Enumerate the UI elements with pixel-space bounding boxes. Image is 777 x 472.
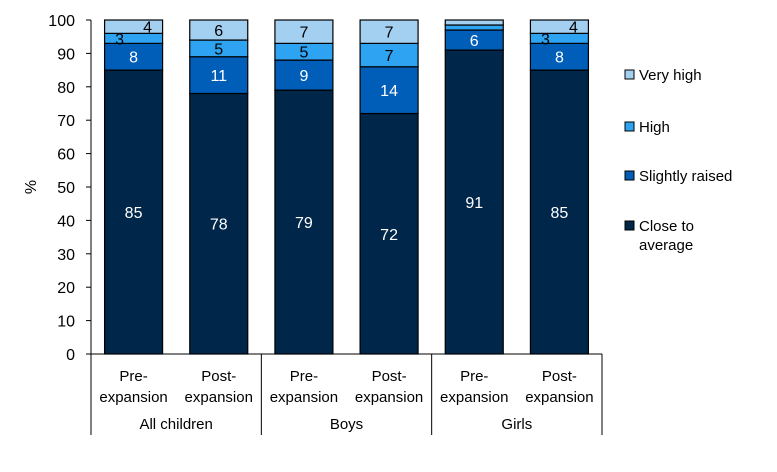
data-label: 7 — [385, 25, 394, 42]
data-label: 5 — [299, 45, 308, 62]
legend-label: Very high — [639, 67, 702, 84]
x-group-label: All children — [139, 416, 212, 433]
y-tick-label: 30 — [57, 247, 75, 264]
data-label: 8 — [129, 50, 138, 67]
bar-segment-very-high — [103, 19, 164, 34]
y-tick-label: 20 — [57, 280, 75, 297]
legend-swatch — [624, 121, 635, 132]
legend-swatch — [624, 220, 635, 231]
data-label: 79 — [295, 215, 313, 232]
data-label: 11 — [210, 68, 227, 85]
x-category-label: expansion — [355, 389, 423, 406]
y-tick-label: 60 — [57, 147, 75, 164]
data-label: 8 — [555, 50, 564, 67]
bar-segment-close-to-average — [189, 92, 249, 355]
x-category-label: expansion — [525, 389, 593, 406]
legend-label: average — [639, 237, 693, 254]
y-axis-title: % — [23, 180, 40, 194]
x-category-label: Post- — [372, 368, 407, 385]
data-label: 3 — [541, 31, 550, 48]
bar-segment-close-to-average — [529, 69, 590, 355]
bar-segment-high — [444, 24, 504, 31]
legend-label: High — [639, 119, 670, 136]
bar-segment-close-to-average — [274, 89, 334, 355]
bar-segment-close-to-average — [103, 69, 164, 355]
x-category-label: Post- — [542, 368, 577, 385]
bar-segment-slightly-raised — [103, 42, 164, 71]
y-tick-label: 10 — [57, 314, 75, 331]
x-group-label: Boys — [330, 416, 363, 433]
x-category-label: Pre- — [460, 368, 488, 385]
data-label: 14 — [380, 83, 398, 100]
x-category-label: Post- — [201, 368, 236, 385]
y-tick-label: 70 — [57, 113, 75, 130]
bar-segment-very-high — [529, 19, 590, 34]
data-label: 6 — [214, 23, 223, 40]
x-category-label: Pre- — [290, 368, 318, 385]
bar-segment-very-high — [444, 19, 504, 26]
y-tick-label: 0 — [66, 347, 75, 364]
bar-segment-very-high — [274, 19, 334, 44]
data-label: 4 — [143, 20, 152, 37]
data-label: 9 — [299, 68, 308, 85]
y-tick-label: 40 — [57, 213, 75, 230]
data-label: 6 — [470, 33, 479, 50]
legend-swatch — [624, 170, 635, 181]
data-label: 3 — [115, 31, 124, 48]
x-category-label: expansion — [440, 389, 508, 406]
bar-segment-very-high — [189, 19, 249, 41]
data-label: 85 — [551, 205, 569, 222]
bar-segment-slightly-raised — [189, 56, 249, 95]
x-category-label: expansion — [185, 389, 253, 406]
bar-segment-slightly-raised — [274, 59, 334, 91]
y-tick-label: 80 — [57, 80, 75, 97]
y-tick-label: 100 — [48, 13, 75, 30]
bar-segment-close-to-average — [444, 49, 504, 355]
bar-segment-very-high — [359, 19, 419, 44]
data-label: 72 — [380, 227, 398, 244]
y-tick-label: 90 — [57, 46, 75, 63]
data-label: 78 — [210, 217, 228, 234]
data-label: 7 — [299, 25, 308, 42]
data-label: 4 — [569, 20, 578, 37]
legend-label: Slightly raised — [639, 168, 732, 185]
bar-segment-high — [529, 32, 590, 44]
x-category-label: expansion — [270, 389, 338, 406]
x-category-label: expansion — [99, 389, 167, 406]
legend-label: Close to — [639, 218, 694, 235]
y-tick-label: 50 — [57, 180, 75, 197]
bar-segment-high — [103, 32, 164, 44]
data-label: 5 — [214, 41, 223, 58]
x-group-label: Girls — [501, 416, 532, 433]
x-category-label: Pre- — [119, 368, 147, 385]
data-label: 85 — [125, 205, 143, 222]
data-label: 7 — [385, 48, 394, 65]
data-label: 91 — [465, 195, 483, 212]
bar-segment-close-to-average — [359, 112, 419, 355]
bar-segment-slightly-raised — [529, 42, 590, 71]
legend-swatch — [624, 69, 635, 80]
